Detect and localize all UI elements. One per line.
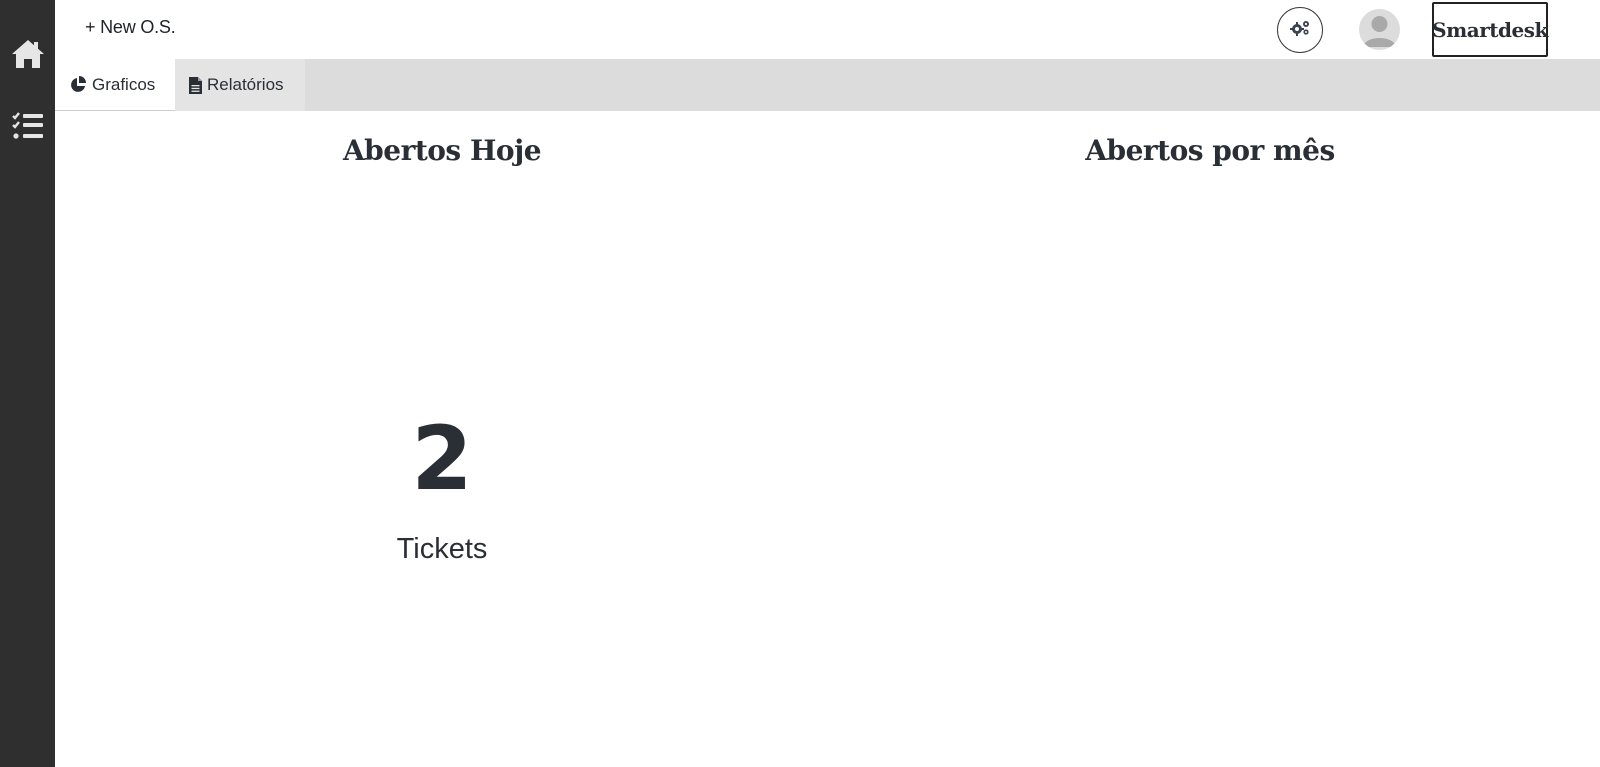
top-bar: + New O.S. Smartdes	[55, 0, 1600, 59]
panel-title-today: Abertos Hoje	[342, 134, 542, 167]
file-icon	[189, 76, 202, 94]
tab-label: Graficos	[92, 74, 156, 94]
tab-label: Relatórios	[207, 75, 284, 94]
user-icon	[1363, 16, 1396, 47]
task-list-icon	[11, 111, 45, 146]
tickets-today-count: 2	[411, 407, 473, 510]
brand-button[interactable]: Smartdesk	[1432, 2, 1548, 57]
tab-graficos[interactable]: Graficos	[55, 59, 175, 111]
settings-button[interactable]	[1277, 7, 1323, 53]
tickets-today-label: Tickets	[396, 533, 488, 565]
gears-icon	[1289, 19, 1311, 42]
pie-chart-icon	[69, 75, 87, 94]
sidebar	[0, 0, 55, 767]
user-avatar[interactable]	[1359, 9, 1400, 50]
tab-bar: Graficos Relatórios	[55, 59, 1600, 111]
home-icon	[10, 38, 46, 75]
sidebar-item-tasks[interactable]	[0, 103, 55, 153]
new-os-button[interactable]: + New O.S.	[85, 17, 176, 37]
panel-title-monthly: Abertos por mês	[1085, 134, 1335, 167]
tab-relatorios[interactable]: Relatórios	[175, 59, 305, 111]
sidebar-item-home[interactable]	[0, 31, 55, 81]
